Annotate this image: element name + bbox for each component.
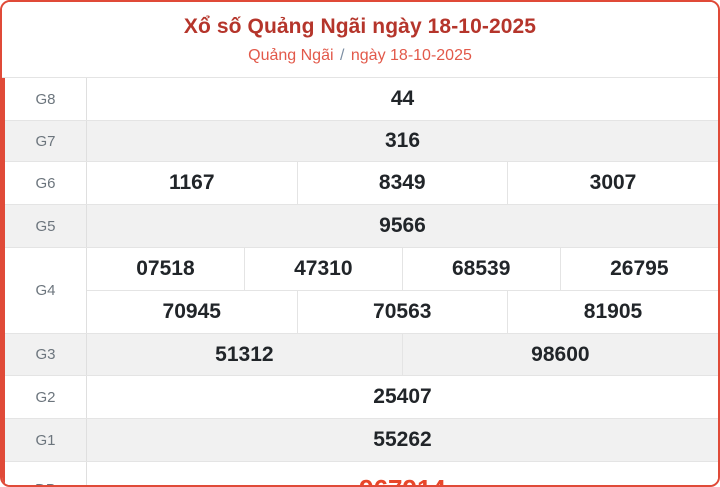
prize-value-g4-7: 81905 xyxy=(507,290,718,334)
prize-value-g4-6: 70563 xyxy=(297,290,508,334)
page-title: Xổ số Quảng Ngãi ngày 18-10-2025 xyxy=(183,15,537,38)
subtitle-separator: / xyxy=(339,47,345,64)
prize-value-g6-2: 8349 xyxy=(297,161,508,205)
prize-value-g4-1: 07518 xyxy=(86,247,245,291)
prize-label-g4: G4 xyxy=(2,247,87,334)
prize-value-g6-1: 1167 xyxy=(86,161,298,205)
prize-value-db-1: 967914 xyxy=(86,461,718,485)
prize-label-g7: G7 xyxy=(2,120,87,162)
table-row: G7 316 xyxy=(2,120,718,162)
prize-label-g1: G1 xyxy=(2,418,87,462)
subtitle-province: Quảng Ngãi xyxy=(248,47,334,64)
table-row: G2 25407 xyxy=(2,375,718,419)
prize-value-g3-1: 51312 xyxy=(86,333,403,376)
prize-label-db: ĐB xyxy=(2,461,87,485)
table-row: 70945 70563 81905 xyxy=(4,290,718,334)
subtitle-date: ngày 18-10-2025 xyxy=(350,47,472,64)
table-row: G1 55262 xyxy=(2,418,718,462)
prize-value-g4-2: 47310 xyxy=(244,247,403,291)
table-row: G6 1167 8349 3007 xyxy=(2,161,718,205)
prize-value-g5-1: 9566 xyxy=(86,204,718,248)
prize-label-g3: G3 xyxy=(2,333,87,376)
prize-value-g4-5: 70945 xyxy=(86,290,298,334)
lottery-results-table: G8 44 G7 316 G6 1167 8349 3007 G5 9566 G… xyxy=(2,78,718,485)
prize-value-g8-1: 44 xyxy=(86,78,718,121)
table-row: ĐB 967914 xyxy=(2,461,718,485)
table-row: G8 44 xyxy=(2,78,718,121)
prize-value-g3-2: 98600 xyxy=(402,333,718,376)
prize-label-g6: G6 xyxy=(2,161,87,205)
prize-value-g6-3: 3007 xyxy=(507,161,718,205)
prize-value-g4-3: 68539 xyxy=(402,247,561,291)
prize-value-g7-1: 316 xyxy=(86,120,718,162)
prize-label-g2: G2 xyxy=(2,375,87,419)
prize-value-g4-4: 26795 xyxy=(560,247,718,291)
prize-label-g5: G5 xyxy=(2,204,87,248)
prize-value-g1-1: 55262 xyxy=(86,418,718,462)
card-header: Xổ số Quảng Ngãi ngày 18-10-2025 Quảng N… xyxy=(2,2,718,78)
table-row: G3 51312 98600 xyxy=(2,333,718,376)
card-subtitle: Quảng Ngãi / ngày 18-10-2025 xyxy=(2,44,718,68)
prize-value-g2-1: 25407 xyxy=(86,375,718,419)
table-row: G5 9566 xyxy=(2,204,718,248)
prize-label-g8: G8 xyxy=(2,78,87,121)
table-row: G4 07518 47310 68539 26795 xyxy=(2,247,718,334)
